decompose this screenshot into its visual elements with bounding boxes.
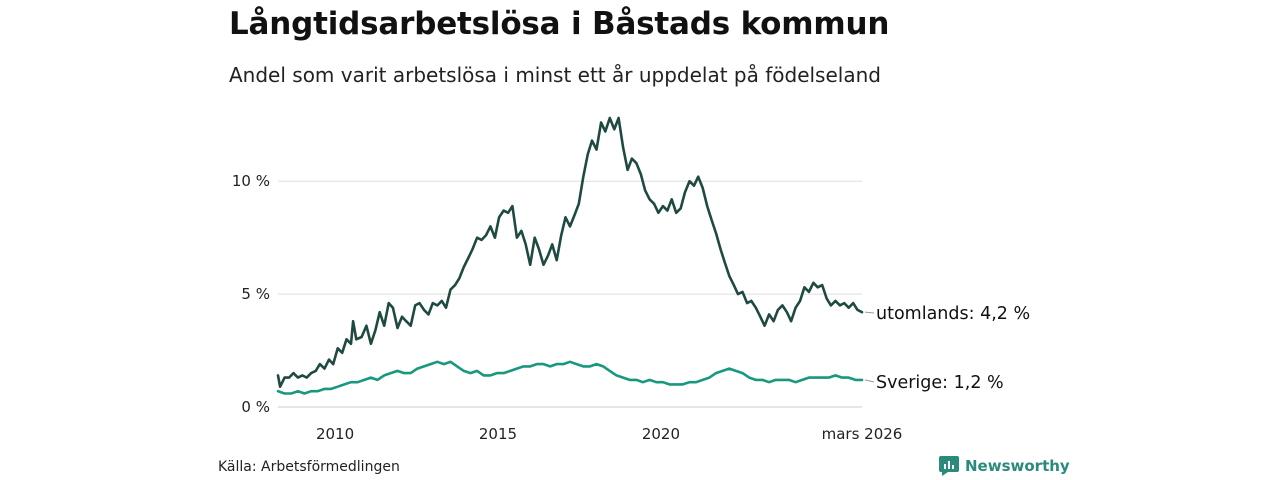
chart-title: Långtidsarbetslösa i Båstads kommun bbox=[229, 6, 890, 42]
source-note: Källa: Arbetsförmedlingen bbox=[218, 459, 400, 475]
x-tick-label: 2015 bbox=[479, 425, 517, 443]
x-tick-label: mars 2026 bbox=[822, 425, 903, 443]
chart-subtitle: Andel som varit arbetslösa i minst ett å… bbox=[229, 63, 881, 87]
series-line-utomlands bbox=[276, 116, 864, 388]
end-label-connector bbox=[864, 379, 875, 383]
brand-name: Newsworthy bbox=[965, 457, 1070, 475]
newsworthy-icon bbox=[939, 456, 959, 476]
y-tick-label: 5 % bbox=[241, 285, 270, 303]
end-label-sverige: Sverige: 1,2 % bbox=[876, 373, 1004, 393]
x-tick-label: 2020 bbox=[642, 425, 680, 443]
brand-logo: Newsworthy bbox=[939, 456, 1070, 476]
end-label-connector bbox=[864, 311, 875, 314]
y-tick-label: 10 % bbox=[232, 172, 270, 190]
y-tick-label: 0 % bbox=[241, 398, 270, 416]
x-tick-label: 2010 bbox=[316, 425, 354, 443]
series-line-sverige bbox=[276, 360, 864, 395]
end-label-utomlands: utomlands: 4,2 % bbox=[876, 304, 1030, 324]
